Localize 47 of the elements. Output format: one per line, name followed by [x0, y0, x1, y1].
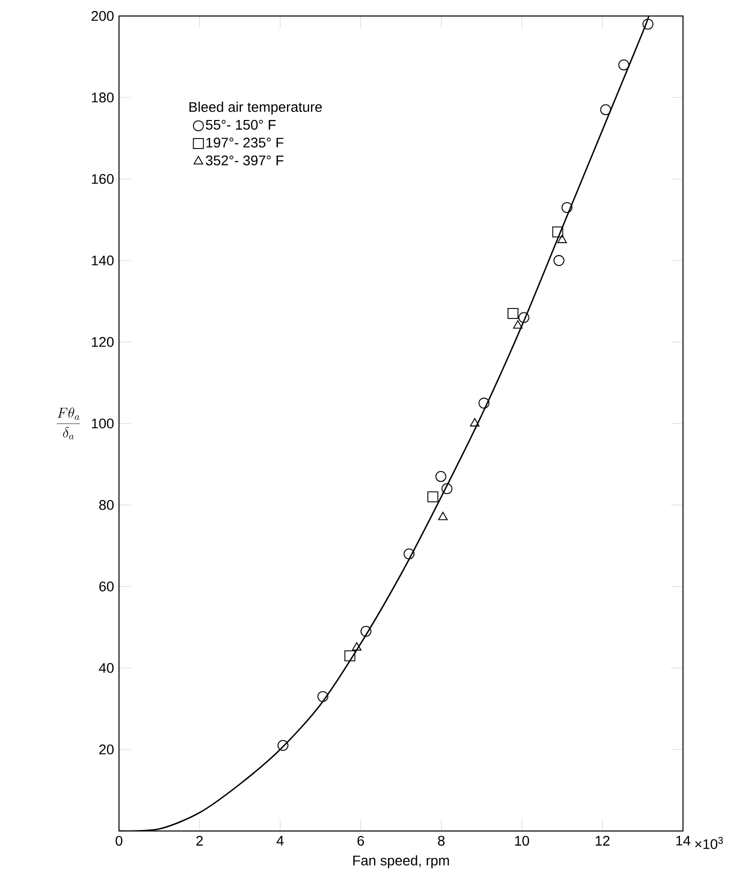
point — [441, 483, 452, 494]
point — [557, 234, 567, 244]
point — [344, 650, 356, 662]
x-tick-label: 4 — [276, 836, 284, 846]
point — [278, 740, 288, 751]
y-tick-label: 60 — [99, 582, 114, 592]
legend-label: 55°- 150° F — [206, 120, 276, 130]
point — [508, 308, 518, 319]
point — [438, 512, 448, 520]
point — [600, 104, 612, 116]
y-tick-label: 20 — [99, 744, 114, 754]
point — [553, 255, 564, 266]
y-tick-label: 180 — [92, 92, 114, 102]
point — [478, 398, 490, 409]
y-tick-label: 160 — [92, 174, 114, 184]
y-tick-label: 80 — [99, 500, 114, 510]
y-tick-label: 200 — [92, 11, 114, 21]
legend-label: 352°- 397° F — [206, 155, 284, 166]
point — [642, 18, 654, 30]
y-tick-label: 100 — [92, 418, 114, 428]
legend-title: Bleed air temperature — [189, 102, 322, 115]
point — [513, 320, 523, 329]
point — [360, 626, 372, 637]
x-tick-label: 14 — [676, 836, 690, 846]
x-tick-label: 0 — [116, 836, 122, 846]
point — [435, 471, 446, 482]
point — [618, 59, 630, 70]
y-tick-label: 120 — [92, 337, 114, 347]
point — [552, 226, 564, 238]
y-axis-title: $\frac{F\theta_a}{\delta_a}$ — [56, 408, 80, 440]
point — [352, 642, 362, 651]
legend-label: 197°- 235° F — [206, 138, 284, 148]
text: ×10$^{3}$ — [695, 836, 723, 850]
point — [470, 418, 480, 426]
point — [518, 312, 530, 323]
x-tick-label: 12 — [596, 836, 610, 846]
x-axis-title: Fan speed, rpm — [353, 855, 449, 868]
x-tick-label: 10 — [515, 836, 530, 846]
point — [317, 691, 328, 702]
y-tick-label: 40 — [98, 663, 114, 673]
x-tick-label: 8 — [438, 836, 445, 846]
x-tick-label: 6 — [358, 836, 364, 846]
y-tick-label: 140 — [92, 256, 114, 266]
point — [404, 548, 415, 560]
point — [427, 491, 438, 502]
x-tick-label: 2 — [196, 836, 203, 846]
point — [562, 202, 572, 213]
